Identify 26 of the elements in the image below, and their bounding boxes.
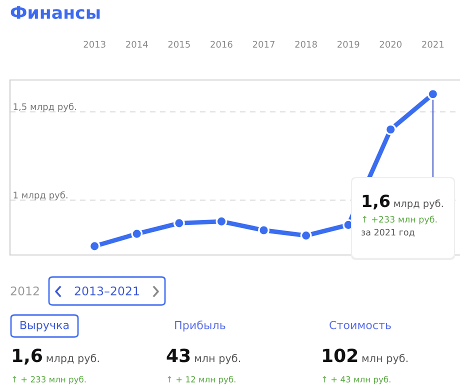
text: 1,6 млрд руб. [13, 348, 99, 365]
y-tick-label: 1 млрд руб. [14, 191, 68, 200]
x-tick-label: 2016 [210, 40, 232, 48]
text: ↑ + 12 млн руб. [168, 376, 236, 384]
x-tick-label: 2019 [338, 40, 360, 48]
text: Прибыль [175, 320, 226, 332]
text: 43 млн руб. [166, 348, 240, 364]
chart-title: Финансы [10, 6, 100, 20]
annotation: 1,6 млрд руб. [362, 194, 443, 210]
text: Выручка [20, 320, 69, 332]
x-tick-label: 2018 [295, 40, 317, 48]
x-tick-label: 2015 [168, 40, 190, 48]
x-tick-label: 2017 [252, 40, 274, 48]
text: ↑ + 233 млн руб. [12, 376, 86, 384]
text: 2013–2021 [74, 286, 139, 296]
text: Стоимость [330, 320, 391, 330]
x-tick-label: 2013 [84, 40, 106, 48]
text: 102 млн руб. [323, 348, 408, 364]
text: 2012 [10, 286, 39, 296]
annotation: за 2021 год [362, 228, 414, 237]
y-tick-label: 1,5 млрд руб. [14, 102, 76, 112]
x-tick-label: 2020 [380, 40, 402, 48]
text: ↑ + 43 млн руб. [322, 376, 390, 384]
x-tick-label: 2014 [126, 40, 148, 48]
x-tick-label: 2021 [422, 40, 444, 48]
annotation: ↑ +233 млн руб. [362, 216, 437, 224]
